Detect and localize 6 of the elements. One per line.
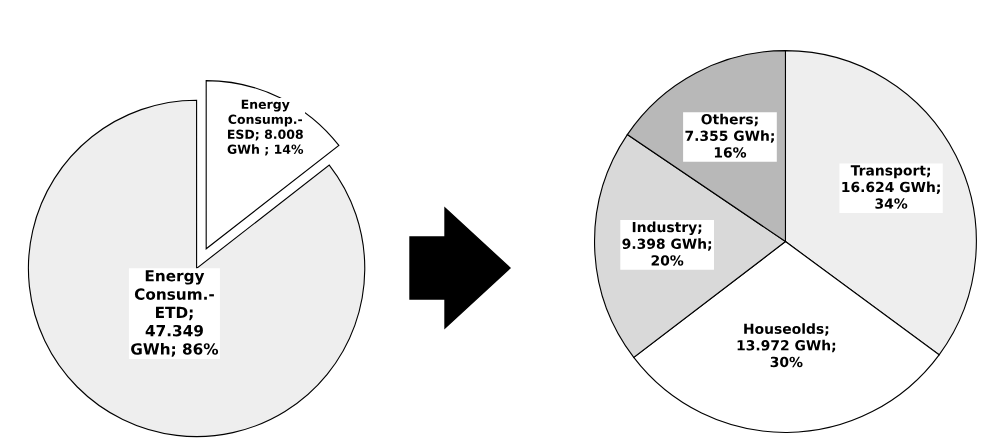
slice-label: Houseolds; 13.972 GWh; 30% bbox=[737, 323, 836, 368]
slice-label: Industry; 9.398 GWh; 20% bbox=[622, 221, 712, 266]
slice-label: Energy Consum.- ETD; 47.349 GWh; 86% bbox=[131, 270, 219, 357]
slice-label: Transport; 16.624 GWh; 34% bbox=[842, 165, 940, 209]
slice-label: Energy Consump.- ESD; 8.008 GWh ; 14% bbox=[227, 99, 304, 156]
slice-label: Others; 7.355 GWh; 16% bbox=[685, 113, 774, 158]
